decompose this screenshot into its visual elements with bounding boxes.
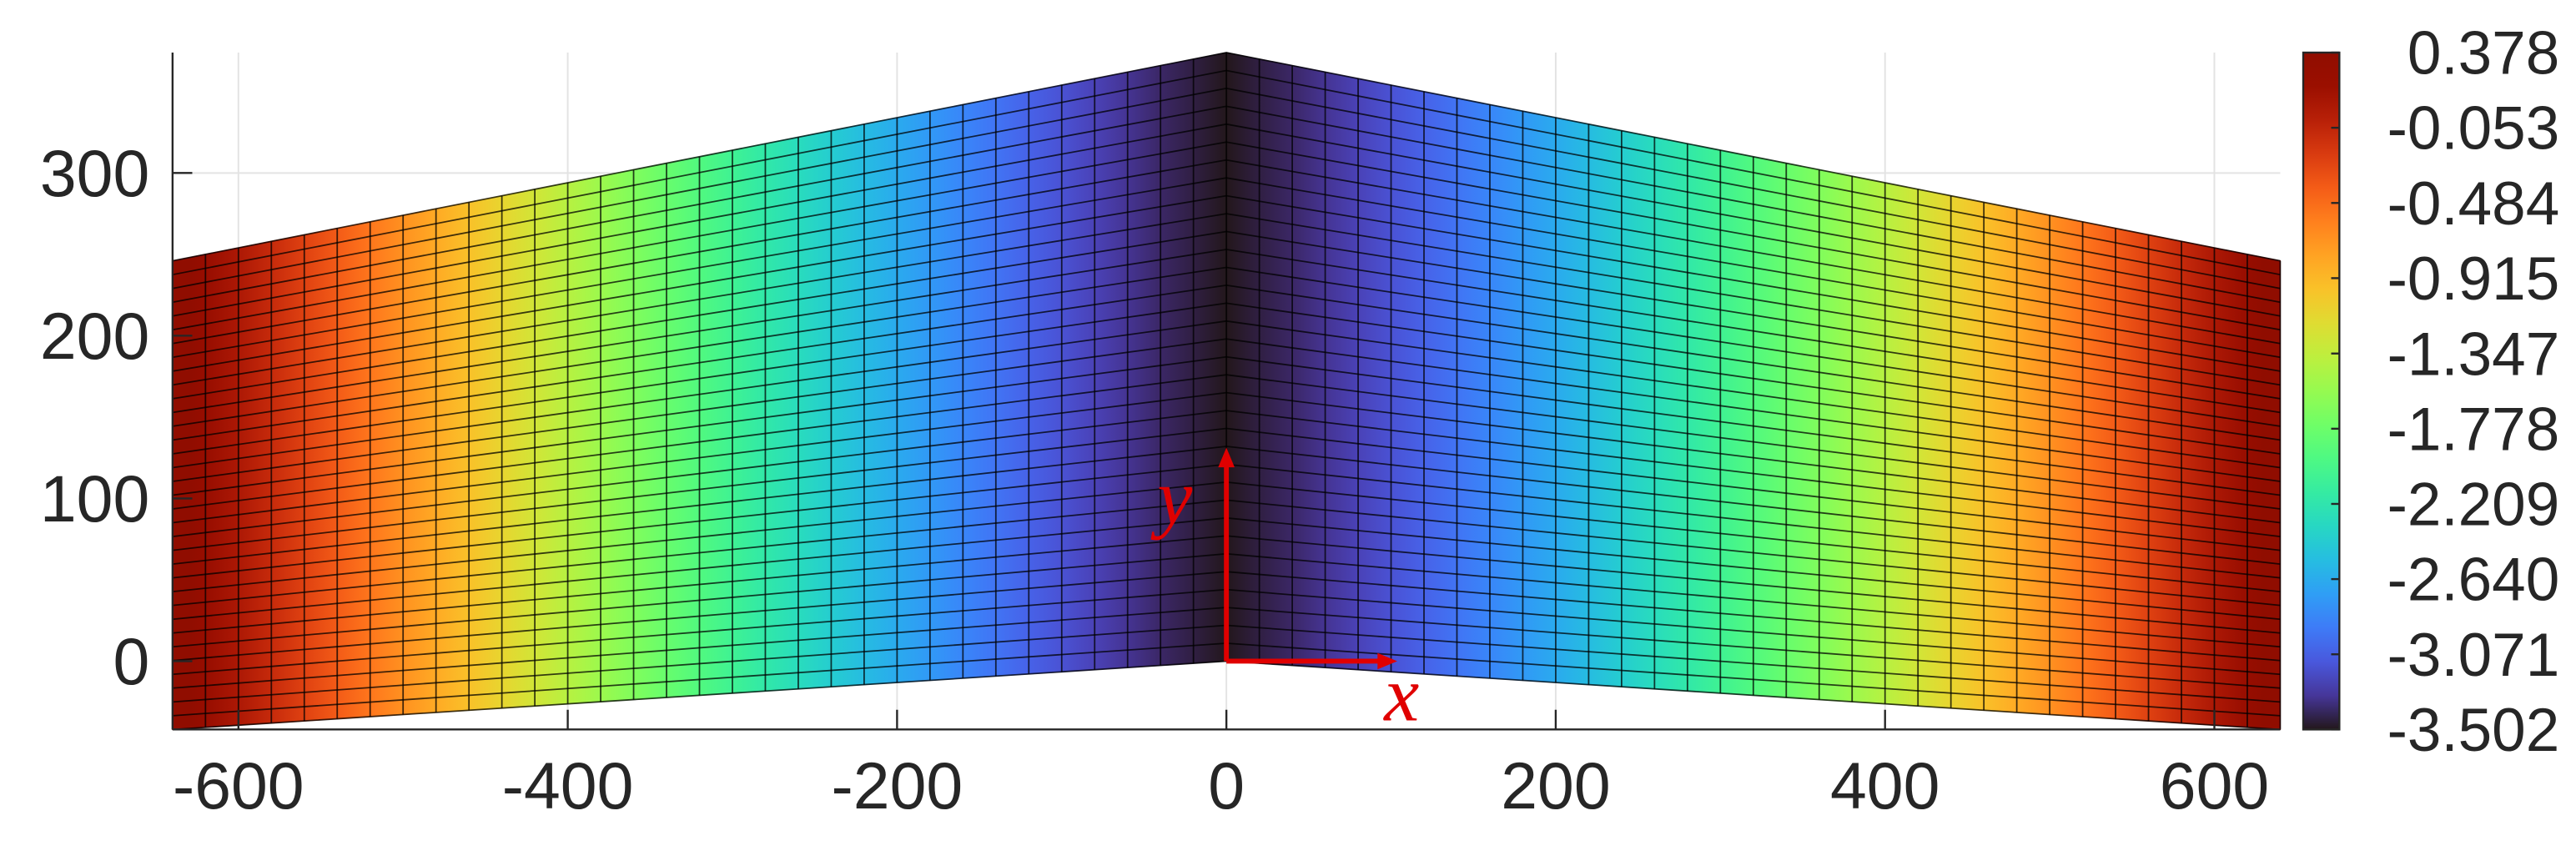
colorbar-tick-label: -3.071	[2387, 622, 2560, 689]
colorbar-tick-label: -2.209	[2387, 471, 2560, 539]
mesh-lines	[171, 52, 2282, 731]
annotation: y	[1150, 454, 1192, 541]
x-tick-label: -400	[502, 749, 634, 823]
colorbar-tick-label: -1.347	[2387, 320, 2560, 388]
y-arrow-head	[1218, 447, 1235, 468]
x-tick-label: 0	[1208, 749, 1245, 823]
x-tick-label: -600	[173, 749, 304, 823]
x-tick-label: -200	[832, 749, 963, 823]
y-tick-label: 200	[40, 300, 149, 373]
x-arrow-head	[1377, 652, 1397, 670]
y-tick-label: 0	[113, 625, 149, 698]
colorbar-tick-label: -0.915	[2387, 245, 2560, 313]
y-tick-label: 100	[40, 462, 149, 536]
colorbar-tick-label: -3.502	[2387, 697, 2560, 764]
colorbar-tick-label: -1.778	[2387, 395, 2560, 463]
x-tick-label: 600	[2160, 749, 2269, 823]
colorbar-tick-label: -2.640	[2387, 546, 2560, 614]
colorbar-tick-label: 0.378	[2407, 20, 2559, 88]
x-tick-label: 400	[1830, 749, 1940, 823]
annotation: x	[1382, 651, 1419, 738]
colorbar-tick-label: -0.484	[2387, 170, 2560, 238]
y-tick-label: 300	[40, 137, 149, 210]
colorbar	[2302, 51, 2341, 731]
colorbar-tick-label: -0.053	[2387, 95, 2560, 163]
x-tick-label: 200	[1501, 749, 1610, 823]
